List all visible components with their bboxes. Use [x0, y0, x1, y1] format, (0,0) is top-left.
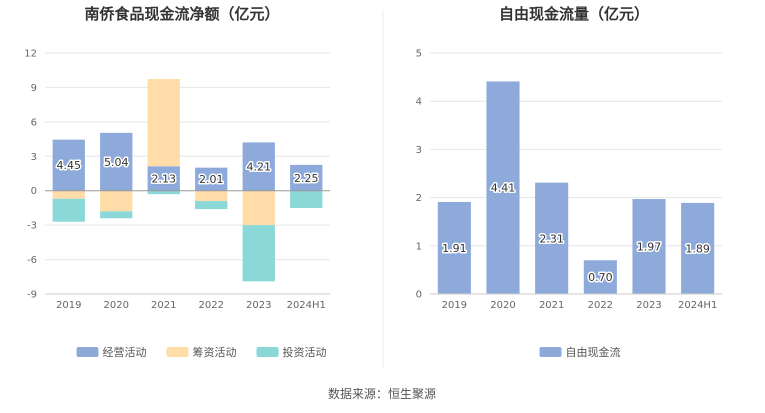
data-source: 数据来源：恒生聚源 — [328, 386, 436, 401]
right-chart-title: 自由现金流量（亿元） — [499, 5, 649, 23]
legend-label[interactable]: 经营活动 — [103, 345, 147, 359]
left-chart-title: 南侨食品现金流净额（亿元） — [84, 5, 279, 23]
bar-2022-经营活动[interactable] — [195, 167, 228, 191]
x-tick-label: 2019 — [442, 300, 467, 311]
x-tick-label: 2022 — [588, 300, 613, 311]
bar-2023-自由现金流[interactable] — [632, 199, 666, 294]
bar-2024H1-自由现金流[interactable] — [681, 202, 715, 294]
left-legend[interactable]: 经营活动 筹资活动 投资活动 — [76, 345, 327, 359]
legend-swatch-筹资活动[interactable] — [166, 347, 189, 357]
bar-2023-经营活动[interactable] — [242, 142, 275, 191]
right-data-labels: 1.91 4.41 2.31 0.70 1.97 1.89 — [441, 180, 712, 285]
left-bars — [52, 79, 323, 282]
y-tick-label: 3 — [31, 152, 37, 163]
x-tick-label: 2021 — [151, 300, 176, 311]
right-x-axis: 2019 2020 2021 2022 2023 2024H1 — [430, 293, 722, 311]
x-tick-label: 2023 — [246, 300, 271, 311]
right-y-axis: 0 1 2 3 4 5 — [416, 49, 422, 301]
bar-2020-自由现金流[interactable] — [486, 81, 520, 294]
x-tick-label: 2024H1 — [678, 300, 717, 311]
x-tick-label: 2024H1 — [287, 300, 326, 311]
left-data-labels: 4.45 5.04 2.13 2.01 4.21 2.25 — [55, 154, 320, 187]
legend-swatch-投资活动[interactable] — [256, 347, 279, 357]
data-label: 1.91 — [442, 242, 467, 255]
y-tick-label: 3 — [416, 145, 422, 156]
bar-2021-投资活动[interactable] — [147, 190, 180, 195]
y-tick-label: -3 — [27, 221, 37, 232]
y-tick-label: -6 — [27, 255, 37, 266]
legend-label[interactable]: 自由现金流 — [566, 345, 621, 359]
y-tick-label: 0 — [31, 186, 37, 197]
y-tick-label: 1 — [416, 241, 422, 252]
x-tick-label: 2023 — [636, 300, 661, 311]
bar-2019-经营活动[interactable] — [52, 139, 85, 191]
data-label: 4.21 — [247, 161, 272, 174]
data-label: 2.01 — [199, 173, 224, 186]
bar-2024H1-经营活动[interactable] — [290, 164, 323, 191]
y-tick-label: -9 — [27, 290, 37, 301]
y-tick-label: 12 — [24, 49, 37, 60]
bar-2021-筹资活动[interactable] — [147, 79, 180, 167]
data-label: 4.45 — [57, 159, 82, 172]
bar-2022-投资活动[interactable] — [195, 201, 228, 210]
x-tick-label: 2020 — [104, 300, 129, 311]
x-tick-label: 2020 — [490, 300, 515, 311]
right-legend[interactable]: 自由现金流 — [539, 345, 621, 359]
y-tick-label: 6 — [31, 117, 37, 128]
data-label: 2.13 — [152, 172, 177, 185]
data-label: 0.70 — [588, 271, 613, 284]
left-x-axis: 2019 2020 2021 2022 2023 2024H1 — [45, 190, 330, 311]
bar-2023-投资活动[interactable] — [242, 225, 275, 282]
bar-2019-自由现金流[interactable] — [437, 201, 471, 294]
bar-2019-投资活动[interactable] — [52, 198, 85, 222]
y-tick-label: 9 — [31, 83, 37, 94]
bar-2020-筹资活动[interactable] — [100, 190, 133, 212]
data-label: 1.97 — [637, 241, 662, 254]
legend-swatch-经营活动[interactable] — [76, 347, 99, 357]
bar-2021-自由现金流[interactable] — [535, 182, 569, 294]
y-tick-label: 5 — [416, 49, 422, 60]
data-label: 2.31 — [539, 232, 564, 245]
x-tick-label: 2019 — [56, 300, 81, 311]
bar-2023-筹资活动[interactable] — [242, 190, 275, 226]
bar-2024H1-投资活动[interactable] — [290, 190, 323, 208]
y-tick-label: 4 — [416, 97, 422, 108]
right-bars — [437, 81, 715, 294]
bar-2022-筹资活动[interactable] — [195, 190, 228, 202]
bar-2020-经营活动[interactable] — [100, 132, 133, 191]
legend-swatch-自由现金流[interactable] — [539, 347, 562, 357]
right-grid — [430, 52, 722, 247]
y-tick-label: 2 — [416, 193, 422, 204]
data-label: 2.25 — [294, 172, 319, 185]
bar-2022-自由现金流[interactable] — [583, 260, 617, 294]
x-tick-label: 2021 — [539, 300, 564, 311]
data-label: 1.89 — [685, 242, 710, 255]
bar-2019-筹资活动[interactable] — [52, 190, 85, 199]
legend-label[interactable]: 投资活动 — [283, 345, 327, 359]
data-label: 5.04 — [104, 156, 129, 169]
bar-2021-经营活动[interactable] — [147, 166, 180, 191]
x-tick-label: 2022 — [199, 300, 224, 311]
y-tick-label: 0 — [416, 290, 422, 301]
left-grid — [45, 52, 330, 295]
legend-label[interactable]: 筹资活动 — [193, 345, 237, 359]
data-label: 4.41 — [491, 182, 516, 195]
left-y-axis: -9 -6 -3 0 3 6 9 12 — [24, 49, 37, 301]
bar-2020-投资活动[interactable] — [100, 211, 133, 219]
